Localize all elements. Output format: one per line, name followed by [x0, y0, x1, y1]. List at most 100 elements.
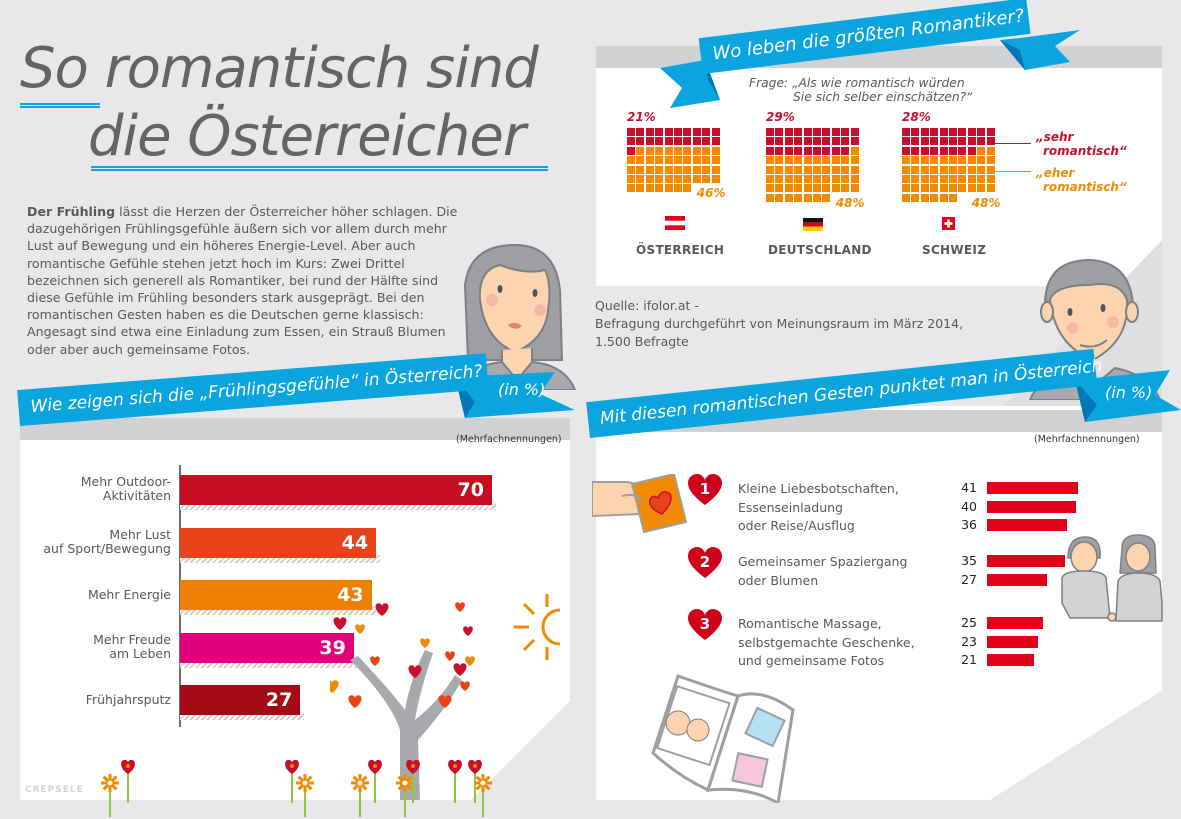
waffle-cell-eher	[627, 165, 635, 174]
waffle-cell-sehr	[920, 137, 929, 146]
waffle-cell-eher	[674, 146, 682, 155]
waffle-cell-eher	[655, 146, 664, 155]
bar-shadow	[180, 607, 376, 615]
bar-label: Mehr Outdoor- Aktivitäten	[80, 474, 171, 503]
waffle-cell-eher	[683, 184, 692, 193]
red-flower-icon	[121, 759, 135, 803]
waffle-cell-eher	[803, 184, 812, 193]
waffle-cell-sehr	[784, 137, 793, 146]
waffle-cell-eher	[986, 156, 995, 165]
waffle-cell-eher	[949, 165, 957, 174]
gesture-bar	[987, 617, 1043, 629]
gesture-label: Romantische Massage,	[738, 616, 882, 631]
legend-eher: „eher romantisch“	[1036, 166, 1127, 194]
waffle-cell-sehr	[627, 146, 635, 155]
waffle-cell-sehr	[683, 137, 692, 146]
waffle-cell-eher	[692, 146, 701, 155]
tree-heart	[420, 638, 430, 648]
bar-value: 70	[457, 479, 484, 501]
waffle-cell-sehr	[674, 128, 682, 136]
waffle-cell-sehr	[702, 128, 711, 136]
waffle-cell-eher	[977, 165, 986, 174]
waffle-cell-eher	[930, 175, 939, 183]
orange-flower-icon	[474, 774, 492, 817]
waffle-cell-eher	[645, 175, 654, 183]
sun-icon	[514, 594, 561, 660]
waffle-cell-eher	[627, 156, 635, 165]
waffle-cell-eher	[664, 184, 673, 193]
waffle-cell-sehr	[627, 128, 635, 136]
waffle-cell-eher	[683, 165, 692, 174]
waffle-cell-sehr	[794, 146, 803, 155]
waffle-cell-sehr	[850, 137, 859, 146]
gesture-bar	[987, 519, 1067, 531]
waffle-cell-eher	[920, 184, 929, 193]
orange-flower-icon	[296, 774, 314, 817]
waffle-cell-sehr	[911, 146, 920, 155]
waffle-cell-eher	[813, 175, 821, 183]
waffle-cell-sehr	[977, 137, 986, 146]
waffle-cell-eher	[902, 156, 910, 165]
ribbon-tail-right	[1000, 30, 1080, 70]
waffle-cell-eher	[831, 175, 840, 183]
waffle-cell-sehr	[645, 137, 654, 146]
waffle-cell-eher	[803, 193, 812, 202]
waffle-cell-sehr	[794, 137, 803, 146]
bar: 27	[180, 685, 301, 715]
waffle-cell-sehr	[930, 128, 939, 136]
pct-eher: 48%	[835, 195, 865, 210]
waffle-cell-eher	[850, 184, 859, 193]
waffle-cell-eher	[930, 193, 939, 202]
waffle-cell-eher	[655, 165, 664, 174]
question-line-2: Sie sich selber einschätzen?“	[793, 90, 973, 104]
legend-line-eher	[995, 171, 1031, 172]
tree-heart	[330, 680, 339, 693]
waffle-cell-eher	[674, 165, 682, 174]
waffle-cell-eher	[711, 146, 720, 155]
waffle-cell-sehr	[902, 128, 910, 136]
waffle-cell-eher	[977, 156, 986, 165]
waffle-cell-eher	[664, 165, 673, 174]
waffle-cell-eher	[636, 165, 645, 174]
question-line-1: Frage: „Als wie romantisch würden	[749, 76, 965, 90]
waffle-cell-sehr	[831, 146, 840, 155]
waffle-cell-sehr	[841, 137, 850, 146]
waffle-cell-eher	[902, 193, 910, 202]
waffle-cell-eher	[655, 184, 664, 193]
waffle-cell-sehr	[692, 137, 701, 146]
waffle-cell-eher	[636, 175, 645, 183]
svg-text:2: 2	[700, 553, 710, 571]
waffle-cell-eher	[813, 184, 821, 193]
svg-text:3: 3	[700, 615, 710, 633]
waffle-cell-eher	[920, 156, 929, 165]
waffle-cell-sehr	[784, 146, 793, 155]
waffle-cell-eher	[841, 156, 850, 165]
waffle-cell-eher	[794, 175, 803, 183]
waffle-cell-eher	[775, 184, 784, 193]
orange-flower-icon	[101, 774, 119, 817]
bar-shadow	[180, 554, 381, 563]
spring-note: (Mehrfachnennungen)	[456, 434, 562, 445]
waffle-cell-eher	[949, 156, 957, 165]
waffle-cell-sehr	[831, 128, 840, 136]
waffle-cell-eher	[784, 165, 793, 174]
waffle-cell-eher	[711, 156, 720, 165]
waffle-cell-eher	[645, 184, 654, 193]
waffle-cell-eher	[766, 165, 774, 174]
source-line-1: Quelle: ifolor.at -	[595, 298, 699, 313]
gesture-value: 21	[961, 652, 977, 667]
waffle-cell-eher	[920, 165, 929, 174]
gesture-bar	[987, 482, 1079, 494]
waffle-cell-eher	[822, 193, 831, 202]
waffle-cell-sehr	[766, 137, 774, 146]
waffle-cell-eher	[911, 156, 920, 165]
waffle-cell-eher	[627, 184, 635, 193]
waffle-cell-eher	[813, 165, 821, 174]
gestures-note: (Mehrfachnennungen)	[1034, 434, 1140, 445]
waffle-cell-eher	[850, 146, 859, 155]
gesture-label: oder Blumen	[738, 572, 819, 588]
waffle-cell-sehr	[967, 128, 976, 136]
waffle-cell-eher	[958, 184, 967, 193]
intro-body: lässt die Herzen der Österreicher höher …	[27, 204, 458, 357]
tree-heart	[455, 602, 465, 612]
